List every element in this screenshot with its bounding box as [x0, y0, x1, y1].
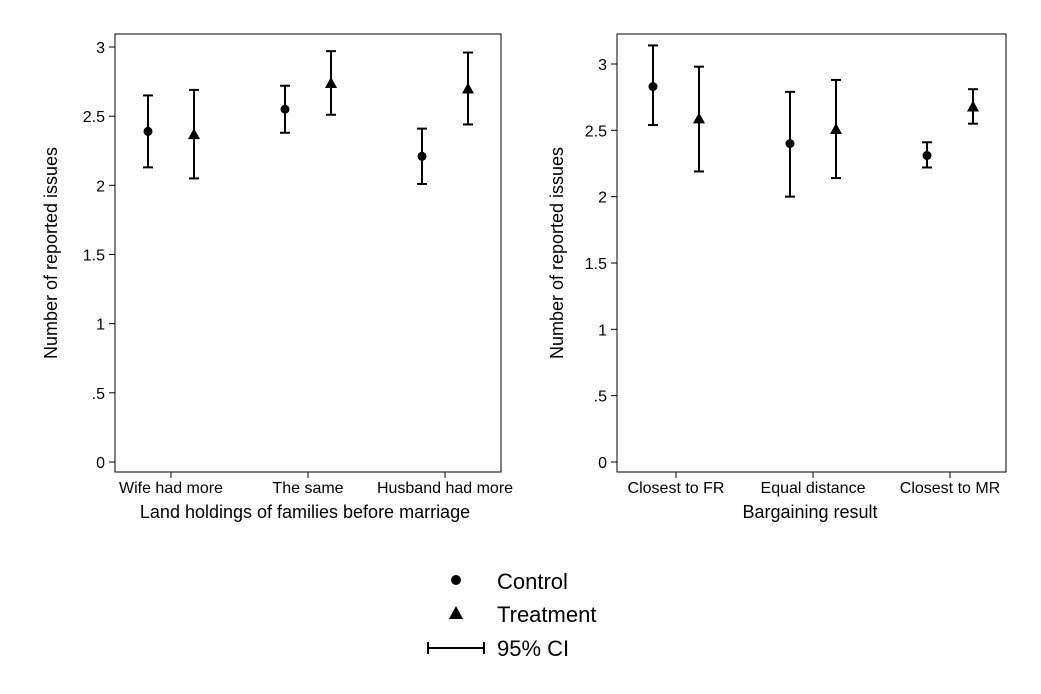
legend-control-label: Control — [497, 569, 568, 594]
right-plot-marks — [648, 44, 979, 198]
right-plot-frame — [616, 33, 1007, 473]
right-panel: 0 .5 1 1.5 2 2.5 3 Closest to FR Equal distance… — [547, 33, 1007, 522]
right-point-control — [648, 82, 658, 92]
left-plot-frame — [114, 33, 502, 473]
legend-ci-marker — [427, 642, 485, 654]
left-y-tick-label: 2.5 — [83, 109, 105, 126]
right-point-treatment — [830, 123, 842, 135]
left-y-tick-label: 2 — [96, 178, 105, 195]
right-y-tick-label: 3 — [598, 57, 607, 74]
legend-control-marker — [451, 575, 461, 585]
left-y-tick-label: 0 — [96, 455, 105, 472]
left-y-axis: 0 .5 1 1.5 2 2.5 3 — [83, 40, 115, 472]
right-y-axis-title: Number of reported issues — [547, 147, 567, 359]
left-x-tick-label: Husband had more — [377, 480, 513, 497]
left-y-axis-title: Number of reported issues — [41, 147, 61, 359]
left-y-tick-label: 3 — [96, 40, 105, 57]
right-point-control — [785, 139, 795, 149]
left-x-axis-title: Land holdings of families before marriag… — [140, 502, 470, 522]
left-y-tick-label: 1 — [96, 317, 105, 334]
right-y-tick-label: 0 — [598, 455, 607, 472]
legend-treatment-marker — [449, 606, 463, 619]
left-x-axis: Wife had more The same Husband had more — [119, 472, 513, 497]
right-y-tick-label: .5 — [594, 389, 607, 406]
right-x-axis: Closest to FR Equal distance Closest to MR — [628, 472, 1000, 497]
right-y-tick-label: 2.5 — [585, 123, 607, 140]
legend-treatment-label: Treatment — [497, 602, 596, 627]
left-point-treatment — [325, 76, 337, 88]
legend-ci-label: 95% CI — [497, 636, 569, 661]
right-y-axis: 0 .5 1 1.5 2 2.5 3 — [585, 57, 617, 472]
right-x-tick-label: Closest to MR — [900, 480, 1000, 497]
legend: Control Treatment 95% CI — [427, 569, 596, 661]
left-point-treatment — [462, 82, 474, 94]
left-point-treatment — [188, 128, 200, 140]
left-panel: 0 .5 1 1.5 2 2.5 3 Wife had more The same Husban… — [41, 33, 513, 522]
left-x-tick-label: Wife had more — [119, 480, 223, 497]
left-y-tick-label: .5 — [92, 386, 105, 403]
right-y-tick-label: 1 — [598, 322, 607, 339]
right-point-treatment — [967, 100, 979, 112]
left-x-tick-label: The same — [272, 480, 343, 497]
right-y-tick-label: 1.5 — [585, 256, 607, 273]
left-point-control — [143, 126, 153, 136]
left-point-control — [417, 151, 427, 161]
left-point-control — [280, 104, 290, 114]
right-point-control — [922, 151, 932, 161]
right-x-tick-label: Equal distance — [761, 480, 866, 497]
right-point-treatment — [693, 112, 705, 124]
right-x-tick-label: Closest to FR — [628, 480, 725, 497]
left-plot-marks — [143, 50, 474, 185]
right-x-axis-title: Bargaining result — [742, 502, 877, 522]
right-y-tick-label: 2 — [598, 190, 607, 207]
left-y-tick-label: 1.5 — [83, 248, 105, 265]
